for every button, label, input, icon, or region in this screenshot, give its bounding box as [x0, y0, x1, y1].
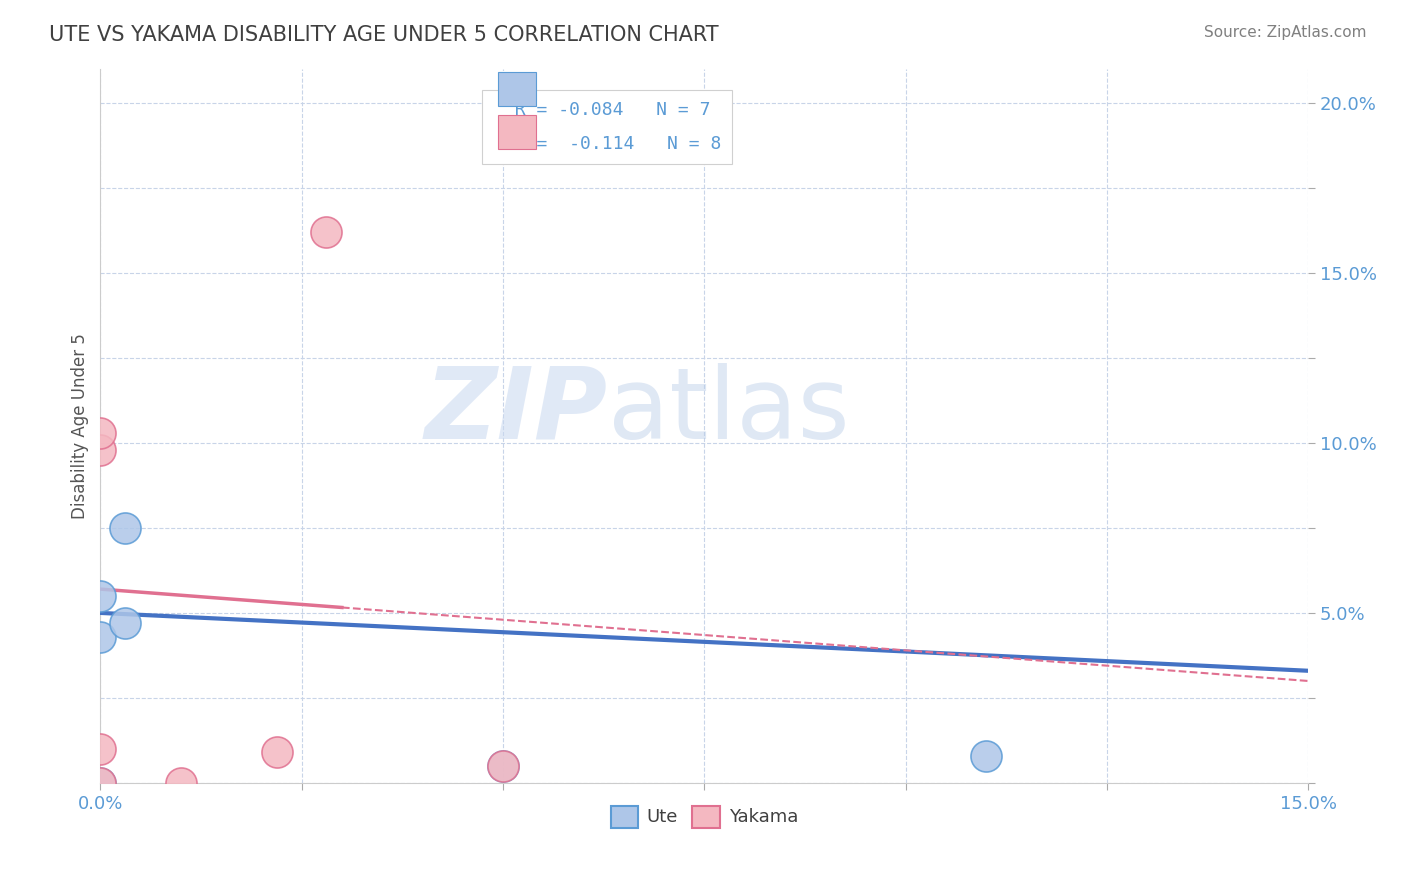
Y-axis label: Disability Age Under 5: Disability Age Under 5 [72, 333, 89, 519]
Point [492, 759, 515, 773]
Point [114, 521, 136, 535]
Point [89, 776, 111, 790]
Point [974, 748, 997, 763]
Text: R = -0.084   N = 7
  R =  -0.114   N = 8: R = -0.084 N = 7 R = -0.114 N = 8 [494, 101, 721, 153]
Point [89, 776, 111, 790]
Bar [498, 115, 536, 149]
Point [89, 589, 111, 603]
Point [315, 225, 337, 239]
Point [266, 746, 288, 760]
Legend: Ute, Yakama: Ute, Yakama [603, 798, 806, 835]
Point [492, 759, 515, 773]
Text: Source: ZipAtlas.com: Source: ZipAtlas.com [1204, 25, 1367, 40]
Point [170, 776, 193, 790]
Text: UTE VS YAKAMA DISABILITY AGE UNDER 5 CORRELATION CHART: UTE VS YAKAMA DISABILITY AGE UNDER 5 COR… [49, 25, 718, 45]
Point [89, 742, 111, 756]
Bar [498, 72, 536, 106]
Point [114, 616, 136, 631]
Text: atlas: atlas [607, 363, 849, 460]
Point [89, 425, 111, 440]
Point [89, 442, 111, 457]
Text: ZIP: ZIP [425, 363, 607, 460]
Point [89, 630, 111, 644]
